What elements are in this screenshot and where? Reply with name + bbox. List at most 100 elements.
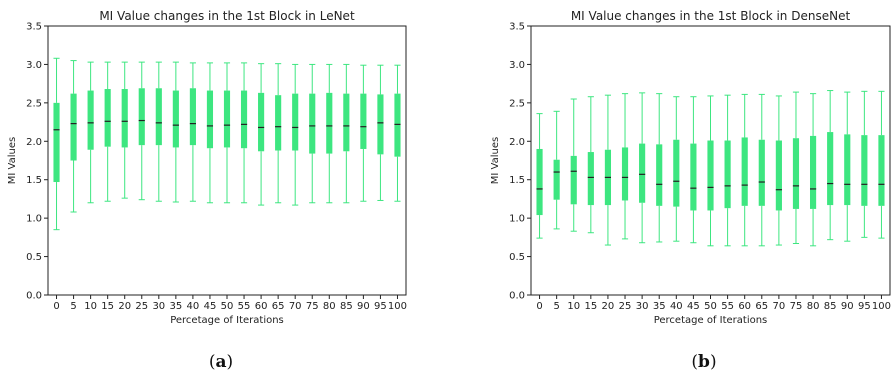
y-tick-label: 0.0: [509, 291, 525, 302]
box-iqr: [360, 93, 367, 149]
box-iqr: [343, 93, 350, 152]
y-axis-label: MI Values: [7, 137, 18, 184]
y-tick-label: 2.0: [509, 137, 525, 148]
x-tick-label: 60: [738, 301, 751, 312]
box-iqr: [121, 89, 128, 148]
x-tick-label: 100: [872, 301, 891, 312]
x-tick-label: 90: [357, 301, 370, 312]
x-tick-label: 100: [388, 301, 407, 312]
x-tick-label: 75: [306, 301, 319, 312]
panel-label-a: (a): [209, 352, 233, 372]
x-tick-label: 15: [101, 301, 114, 312]
box-iqr: [206, 90, 214, 149]
x-tick-label: 40: [670, 301, 683, 312]
x-tick-label: 55: [238, 301, 251, 312]
box-iqr: [258, 92, 265, 152]
box-iqr: [707, 140, 714, 211]
y-tick-label: 3.5: [26, 22, 42, 33]
box-iqr: [377, 94, 384, 155]
x-tick-label: 65: [272, 301, 285, 312]
box-iqr: [189, 88, 196, 146]
box-iqr: [70, 93, 77, 161]
chart-title: MI Value changes in the 1st Block in LeN…: [99, 9, 355, 23]
box-iqr: [792, 138, 800, 209]
x-tick-label: 85: [340, 301, 353, 312]
plot-frame: [47, 25, 407, 296]
y-tick-label: 3.0: [26, 60, 42, 71]
x-axis-label: Percetage of Iterations: [170, 315, 284, 326]
x-tick-label: 20: [118, 301, 131, 312]
box-iqr: [53, 102, 60, 183]
x-tick-label: 5: [553, 301, 559, 312]
y-tick-label: 0.5: [509, 252, 525, 263]
x-tick-label: 35: [653, 301, 666, 312]
x-tick-label: 50: [704, 301, 717, 312]
box-iqr: [275, 95, 282, 151]
chart-panel-densenet: MI Value changes in the 1st Block in Den…: [490, 9, 891, 326]
box-iqr: [690, 143, 697, 211]
box-iqr: [223, 90, 231, 148]
x-tick-label: 40: [187, 301, 200, 312]
x-tick-label: 30: [636, 301, 649, 312]
box-iqr: [741, 137, 748, 206]
y-tick-label: 1.0: [26, 214, 42, 225]
x-tick-label: 35: [169, 301, 182, 312]
x-tick-label: 20: [602, 301, 615, 312]
x-tick-label: 0: [53, 301, 59, 312]
x-tick-label: 55: [721, 301, 734, 312]
y-tick-label: 1.5: [509, 175, 525, 186]
y-tick-label: 3.5: [509, 22, 525, 33]
box-iqr: [878, 135, 885, 206]
x-tick-label: 15: [584, 301, 597, 312]
x-tick-label: 85: [824, 301, 837, 312]
box-iqr: [673, 139, 680, 207]
y-tick-label: 0.5: [26, 252, 42, 263]
x-tick-label: 95: [374, 301, 387, 312]
x-tick-label: 70: [773, 301, 786, 312]
x-tick-label: 95: [858, 301, 871, 312]
box-iqr: [809, 135, 817, 209]
y-tick-label: 2.5: [26, 98, 42, 109]
x-axis-label: Percetage of Iterations: [654, 315, 768, 326]
box-iqr: [639, 143, 646, 203]
x-tick-label: 25: [619, 301, 632, 312]
box-iqr: [87, 90, 94, 150]
y-tick-label: 2.0: [26, 137, 42, 148]
x-tick-label: 65: [755, 301, 768, 312]
box-iqr: [172, 90, 179, 148]
box-iqr: [621, 147, 629, 201]
box-iqr: [758, 139, 765, 206]
x-tick-label: 70: [289, 301, 302, 312]
x-tick-label: 10: [84, 301, 97, 312]
panel-label-b: (b): [691, 352, 716, 372]
x-tick-label: 90: [841, 301, 854, 312]
box-iqr: [656, 144, 663, 206]
x-tick-label: 45: [204, 301, 217, 312]
chart-panel-lenet: MI Value changes in the 1st Block in LeN…: [7, 9, 407, 326]
box-iqr: [326, 92, 333, 154]
y-axis-label: MI Values: [490, 137, 501, 184]
box-iqr: [587, 152, 594, 206]
x-tick-label: 80: [323, 301, 336, 312]
y-tick-label: 1.0: [509, 214, 525, 225]
box-iqr: [292, 93, 299, 151]
x-tick-label: 50: [221, 301, 234, 312]
y-tick-label: 1.5: [26, 175, 42, 186]
box-iqr: [309, 93, 316, 154]
box-iqr: [394, 93, 401, 157]
box-iqr: [553, 159, 560, 200]
box-iqr: [827, 132, 834, 206]
x-tick-label: 0: [536, 301, 542, 312]
x-tick-label: 5: [70, 301, 76, 312]
box-iqr: [155, 88, 162, 146]
y-tick-label: 0.0: [26, 291, 42, 302]
y-tick-label: 2.5: [509, 98, 525, 109]
y-tick-label: 3.0: [509, 60, 525, 71]
box-iqr: [536, 148, 543, 216]
x-tick-label: 30: [152, 301, 165, 312]
box-iqr: [570, 155, 577, 205]
x-tick-label: 10: [567, 301, 580, 312]
chart-title: MI Value changes in the 1st Block in Den…: [571, 9, 851, 23]
box-iqr: [861, 135, 868, 206]
